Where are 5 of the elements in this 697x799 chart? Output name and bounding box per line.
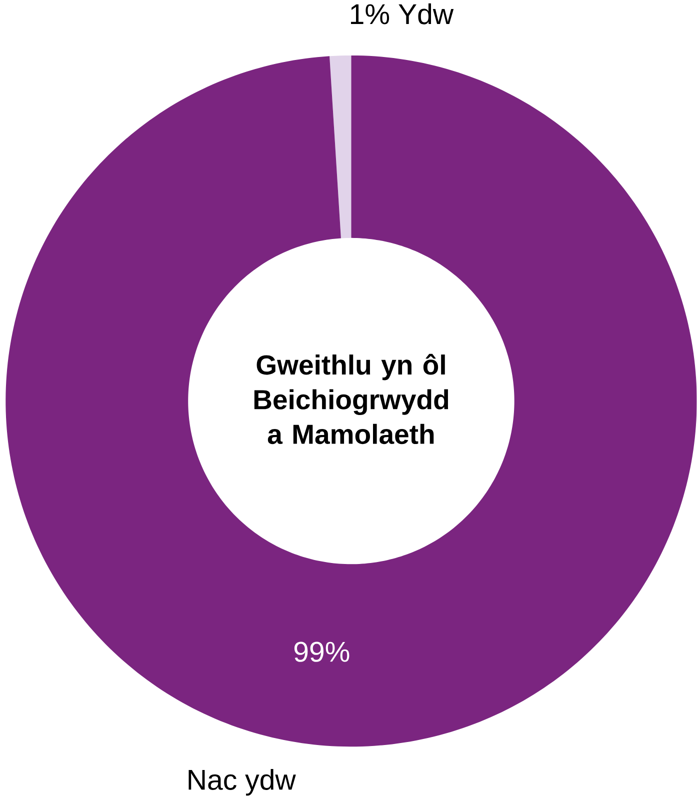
slice-label: Ydw — [398, 3, 454, 24]
slice-label: Nac ydw — [188, 768, 296, 796]
data-label: 99% — [294, 642, 350, 662]
data-label: 1% — [351, 4, 390, 24]
text: Gweithlu yn ôl Beichiogrwydd a Mamolaeth — [254, 354, 448, 444]
